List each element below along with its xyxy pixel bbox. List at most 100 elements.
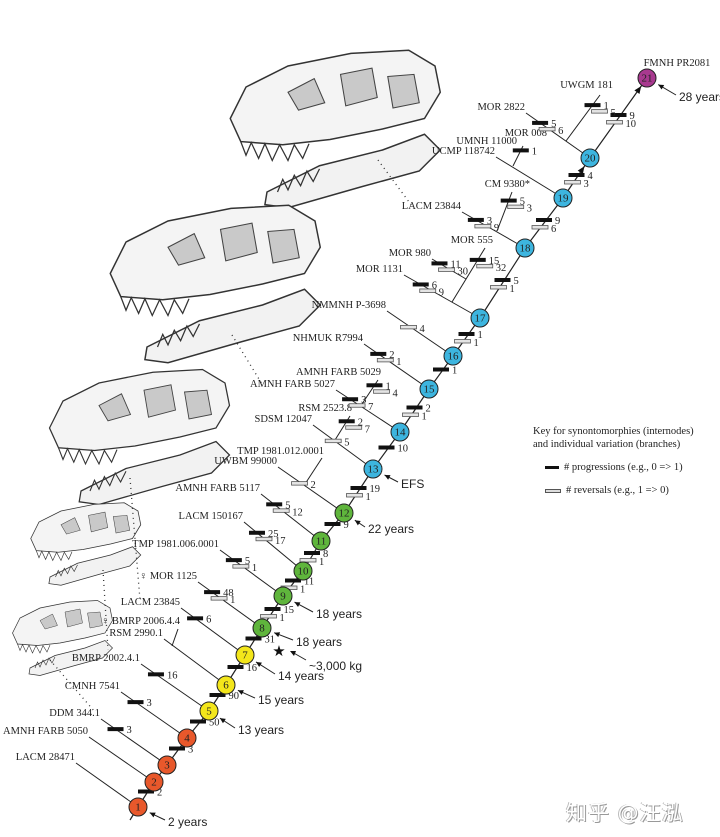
branch-progressions-count: 15 (489, 256, 500, 267)
mandible-teeth (55, 564, 78, 578)
node-10: 10 (293, 561, 313, 581)
node-circle (199, 701, 219, 721)
node-circle (419, 379, 439, 399)
branch-reversal-bar (438, 267, 455, 272)
skull-mandible (264, 133, 442, 209)
branch-progression-bar (512, 148, 529, 153)
specimen-branch-line (140, 663, 210, 712)
node-number: 16 (448, 351, 460, 363)
specimen-label: DDM 344.1 (49, 708, 100, 719)
skull-teeth (57, 447, 118, 466)
skull-mandible (144, 288, 322, 364)
internode-progression-bar (536, 218, 552, 222)
internode-progressions-count: 16 (247, 663, 258, 674)
internode-reversals-count: 1 (366, 492, 371, 503)
character-bars: 2350901631151111819191102111151964391033… (107, 101, 636, 799)
internode-reversal-bar (402, 412, 419, 417)
skull-cranium (12, 600, 113, 646)
branch-progressions-count: 1 (604, 101, 609, 112)
arrowhead-icon (237, 690, 244, 695)
specimen-label: FMNH PR2081 (644, 58, 711, 69)
branch-reversal-bar (291, 481, 308, 486)
internode-progression-bar (245, 636, 262, 641)
branch-reversals-count: 32 (496, 263, 507, 274)
internode-progression-bar (494, 278, 511, 282)
specimen-label: MOR 980 (389, 248, 431, 259)
specimen-branch-line (100, 718, 168, 766)
skull-teeth (120, 296, 190, 318)
skull-connector-dotted-lines (49, 159, 413, 713)
branch-progressions-count: 48 (223, 588, 234, 599)
branch-progression-bar (431, 261, 448, 266)
node-circle (235, 645, 255, 665)
specimen-label: NMMNH P-3698 (312, 300, 386, 311)
node-circle (216, 675, 236, 695)
branch-bars (266, 502, 290, 513)
node-circle (390, 422, 410, 442)
node-circle (470, 308, 490, 328)
branch-progression-bar (248, 530, 265, 535)
branch-progressions-count: 5 (245, 556, 250, 567)
node-12: 12 (334, 503, 354, 523)
node-19: 19 (553, 188, 573, 208)
star-icon: ★ (272, 644, 285, 660)
internode-progression-bar (378, 445, 395, 450)
internode-progressions-count: 31 (265, 635, 276, 646)
progression-bar-icon (545, 466, 559, 469)
branch-progressions-count: 3 (147, 698, 152, 709)
node-circle (363, 459, 383, 479)
node-circle (252, 618, 272, 638)
internode-progressions-count: 8 (323, 549, 328, 560)
branch-bars (431, 261, 455, 272)
internode-progression-bar (350, 486, 367, 490)
branch-progression-bar (204, 590, 221, 595)
branch-reversals-count: 1 (396, 357, 401, 368)
age-annotation: EFS (401, 477, 424, 491)
branch-reversal-bar (419, 288, 437, 293)
skull-fenestrae (39, 608, 103, 630)
internode-reversal-bar (346, 493, 363, 498)
branch-reversals-count: 6 (558, 126, 563, 137)
internode-1-2 (138, 789, 154, 794)
skull-cranium (30, 502, 142, 553)
node-number: 20 (585, 153, 597, 165)
branch-progressions-count: 1 (532, 146, 537, 157)
arrowhead-icon (384, 474, 391, 480)
specimen-label: TMP 1981.006.0001 (132, 539, 219, 550)
branch-progression-bar (266, 502, 283, 507)
branch-bars (584, 103, 608, 114)
branch-reversal-bar (210, 596, 228, 601)
node-circle (128, 797, 148, 817)
internode-progression-bar (568, 173, 585, 177)
specimen-branch-line (403, 274, 481, 319)
branch-progression-bar (187, 616, 204, 621)
branch-reversals-count: 5 (344, 438, 349, 449)
branch-reversals-count: 9 (494, 223, 499, 234)
skull-fenestrae (167, 222, 300, 266)
young-adult-skull-drawing (109, 204, 322, 364)
branch-reversal-bar (345, 425, 363, 430)
branch-bars (291, 481, 308, 486)
branch-reversals-count: 4 (420, 324, 426, 335)
adult-skull-drawing (229, 49, 442, 209)
skull-illustrations (12, 49, 442, 676)
age-annotation: 13 years (238, 723, 284, 737)
branch-bars (500, 198, 525, 209)
internode-6-7 (227, 665, 244, 669)
specimen-branch-line (495, 156, 564, 199)
node-number: 11 (316, 536, 327, 548)
internode-progressions-count: 9 (630, 111, 635, 122)
internode-progressions-count: 50 (209, 718, 220, 729)
branch-reversal-bar (400, 324, 417, 330)
node-number: 15 (424, 384, 436, 396)
specimen-branch-line (75, 762, 139, 808)
internode-reversal-bar (260, 614, 277, 619)
branch-progressions-count: 3 (487, 216, 492, 227)
node-number: 21 (642, 73, 653, 85)
branch-reversal-bar (232, 564, 250, 569)
internode-progression-bar (190, 719, 206, 724)
internode-progression-bar (610, 113, 627, 117)
specimen-label: UCMP 118742 (432, 146, 495, 157)
specimen-label: CMNH 7541 (65, 681, 120, 692)
internode-progressions-count: 1 (452, 366, 457, 377)
